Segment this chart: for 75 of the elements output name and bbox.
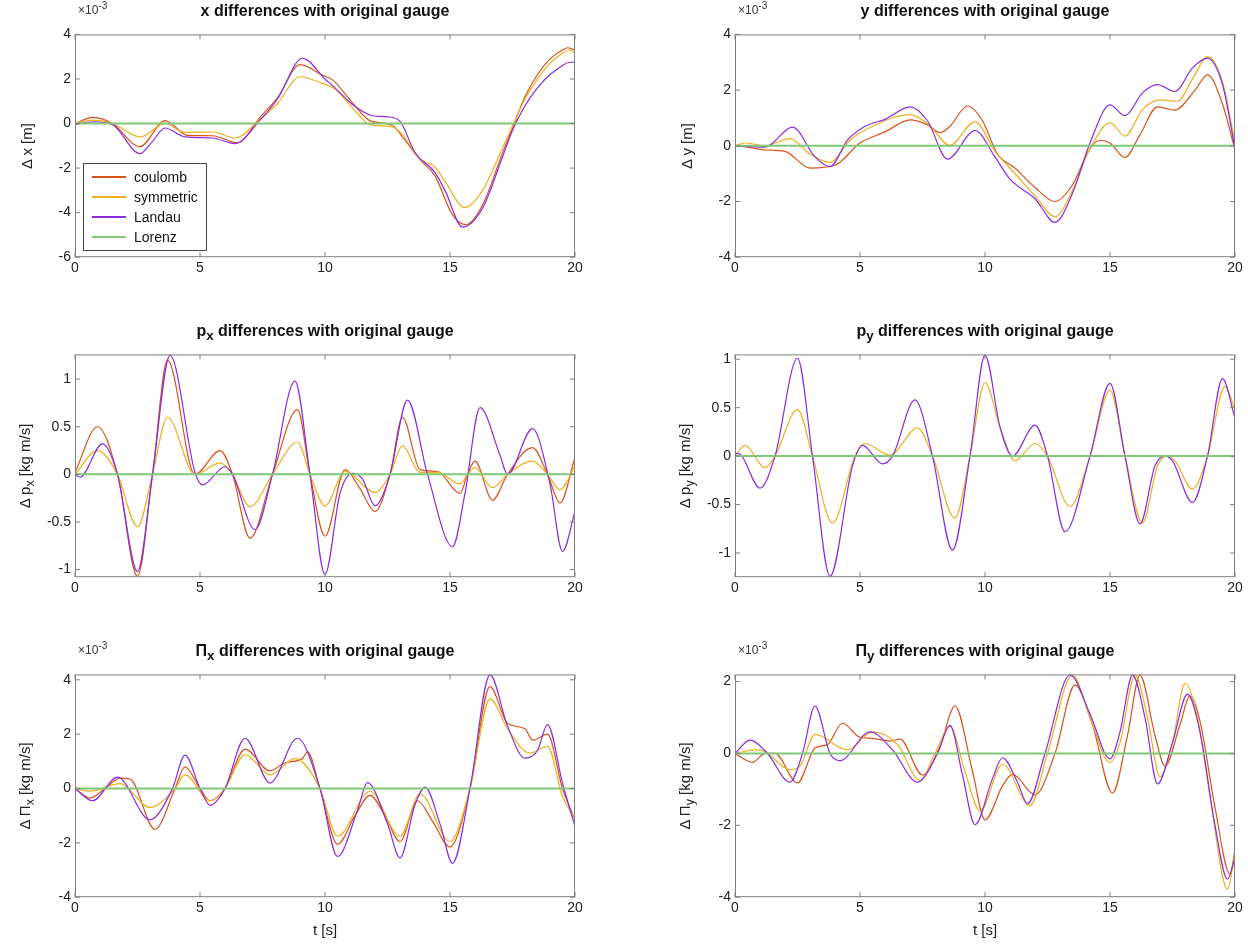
line-series <box>735 354 1235 577</box>
text: ×10$^{-3}$ <box>78 0 108 17</box>
y-tick-label: 2 <box>723 80 732 97</box>
y-tick-label: 2 <box>63 725 72 742</box>
y-tick-label: -2 <box>718 192 732 209</box>
x-tick-label: 5 <box>856 899 865 916</box>
y-tick-label: 1 <box>723 350 732 367</box>
chart-title: x differences with original gauge <box>200 2 450 19</box>
text: ×10$^{-3}$ <box>738 640 768 657</box>
x-axis-title: t [s] <box>971 921 999 939</box>
y-tick-label: -0.5 <box>46 512 72 529</box>
y-tick-label: -4 <box>58 203 72 220</box>
chart-title: y differences with original gauge <box>860 2 1110 19</box>
x-tick-label: 15 <box>442 579 458 596</box>
x-tick-label: 20 <box>1227 899 1243 916</box>
y-tick-label: 0 <box>723 744 732 761</box>
x-tick-label: 20 <box>1227 259 1243 276</box>
y-tick-label: -2 <box>58 833 72 850</box>
y-tick-label: -6 <box>58 248 72 265</box>
chart-title: Π$_{x}$ differences with original gauge <box>195 642 455 664</box>
y-tick-label: -4 <box>58 888 72 905</box>
y-tick-label: 2 <box>723 672 732 689</box>
x-tick-label: 5 <box>196 579 205 596</box>
chart-title: Π$_{y}$ differences with original gauge <box>855 642 1115 664</box>
y-tick-label: 4 <box>63 670 72 687</box>
x-tick-label: 10 <box>977 899 993 916</box>
y-tick-label: 0 <box>63 779 72 796</box>
y-tick-label: -0.5 <box>706 495 732 512</box>
chart-title: p$_{y}$ differences with original gauge <box>855 322 1115 344</box>
legend-label: Lorenz <box>134 229 177 246</box>
x-tick-label: 5 <box>196 899 205 916</box>
y-tick-label: 0 <box>63 465 72 482</box>
x-tick-label: 15 <box>1102 259 1118 276</box>
y-tick-label: -4 <box>718 248 732 265</box>
y-tick-label: -2 <box>58 158 72 175</box>
y-tick-label: 0 <box>723 446 732 463</box>
x-tick-label: 10 <box>977 259 993 276</box>
x-tick-label: 15 <box>1102 579 1118 596</box>
legend-label: symmetric <box>134 189 198 206</box>
y-tick-label: 0.5 <box>51 417 72 434</box>
legend-label: coulomb <box>134 169 187 186</box>
x-tick-label: 10 <box>317 579 333 596</box>
x-tick-label: 10 <box>317 259 333 276</box>
x-tick-label: 5 <box>856 579 865 596</box>
y-tick-label: -1 <box>718 543 732 560</box>
x-tick-label: 20 <box>567 259 583 276</box>
x-tick-label: 20 <box>567 899 583 916</box>
x-tick-label: 5 <box>856 259 865 276</box>
x-tick-label: 20 <box>567 579 583 596</box>
chart-title: p$_{x}$ differences with original gauge <box>195 322 455 344</box>
x-tick-label: 15 <box>442 899 458 916</box>
x-tick-label: 10 <box>317 899 333 916</box>
text: ×10$^{-3}$ <box>738 0 768 17</box>
y-axis-title: Δ x [m] <box>17 122 35 169</box>
x-tick-label: 15 <box>1102 899 1118 916</box>
legend-label: Landau <box>134 209 181 226</box>
y-tick-label: 4 <box>723 25 732 42</box>
x-axis-title: t [s] <box>311 921 339 939</box>
x-tick-label: 15 <box>442 259 458 276</box>
x-tick-label: 20 <box>1227 579 1243 596</box>
y-tick-label: -1 <box>58 560 72 577</box>
y-tick-label: -2 <box>718 816 732 833</box>
y-tick-label: 1 <box>63 370 72 387</box>
text: ×10$^{-3}$ <box>78 640 108 657</box>
y-tick-label: -4 <box>718 888 732 905</box>
y-tick-label: 0.5 <box>711 398 732 415</box>
x-tick-label: 5 <box>196 259 205 276</box>
y-tick-label: 0 <box>723 136 732 153</box>
y-tick-label: 4 <box>63 25 72 42</box>
line-series <box>75 416 575 528</box>
x-tick-label: 10 <box>977 579 993 596</box>
y-tick-label: 2 <box>63 69 72 86</box>
y-axis-title: Δ y [m] <box>677 122 695 169</box>
line-series <box>735 381 1235 524</box>
y-tick-label: 0 <box>63 114 72 131</box>
